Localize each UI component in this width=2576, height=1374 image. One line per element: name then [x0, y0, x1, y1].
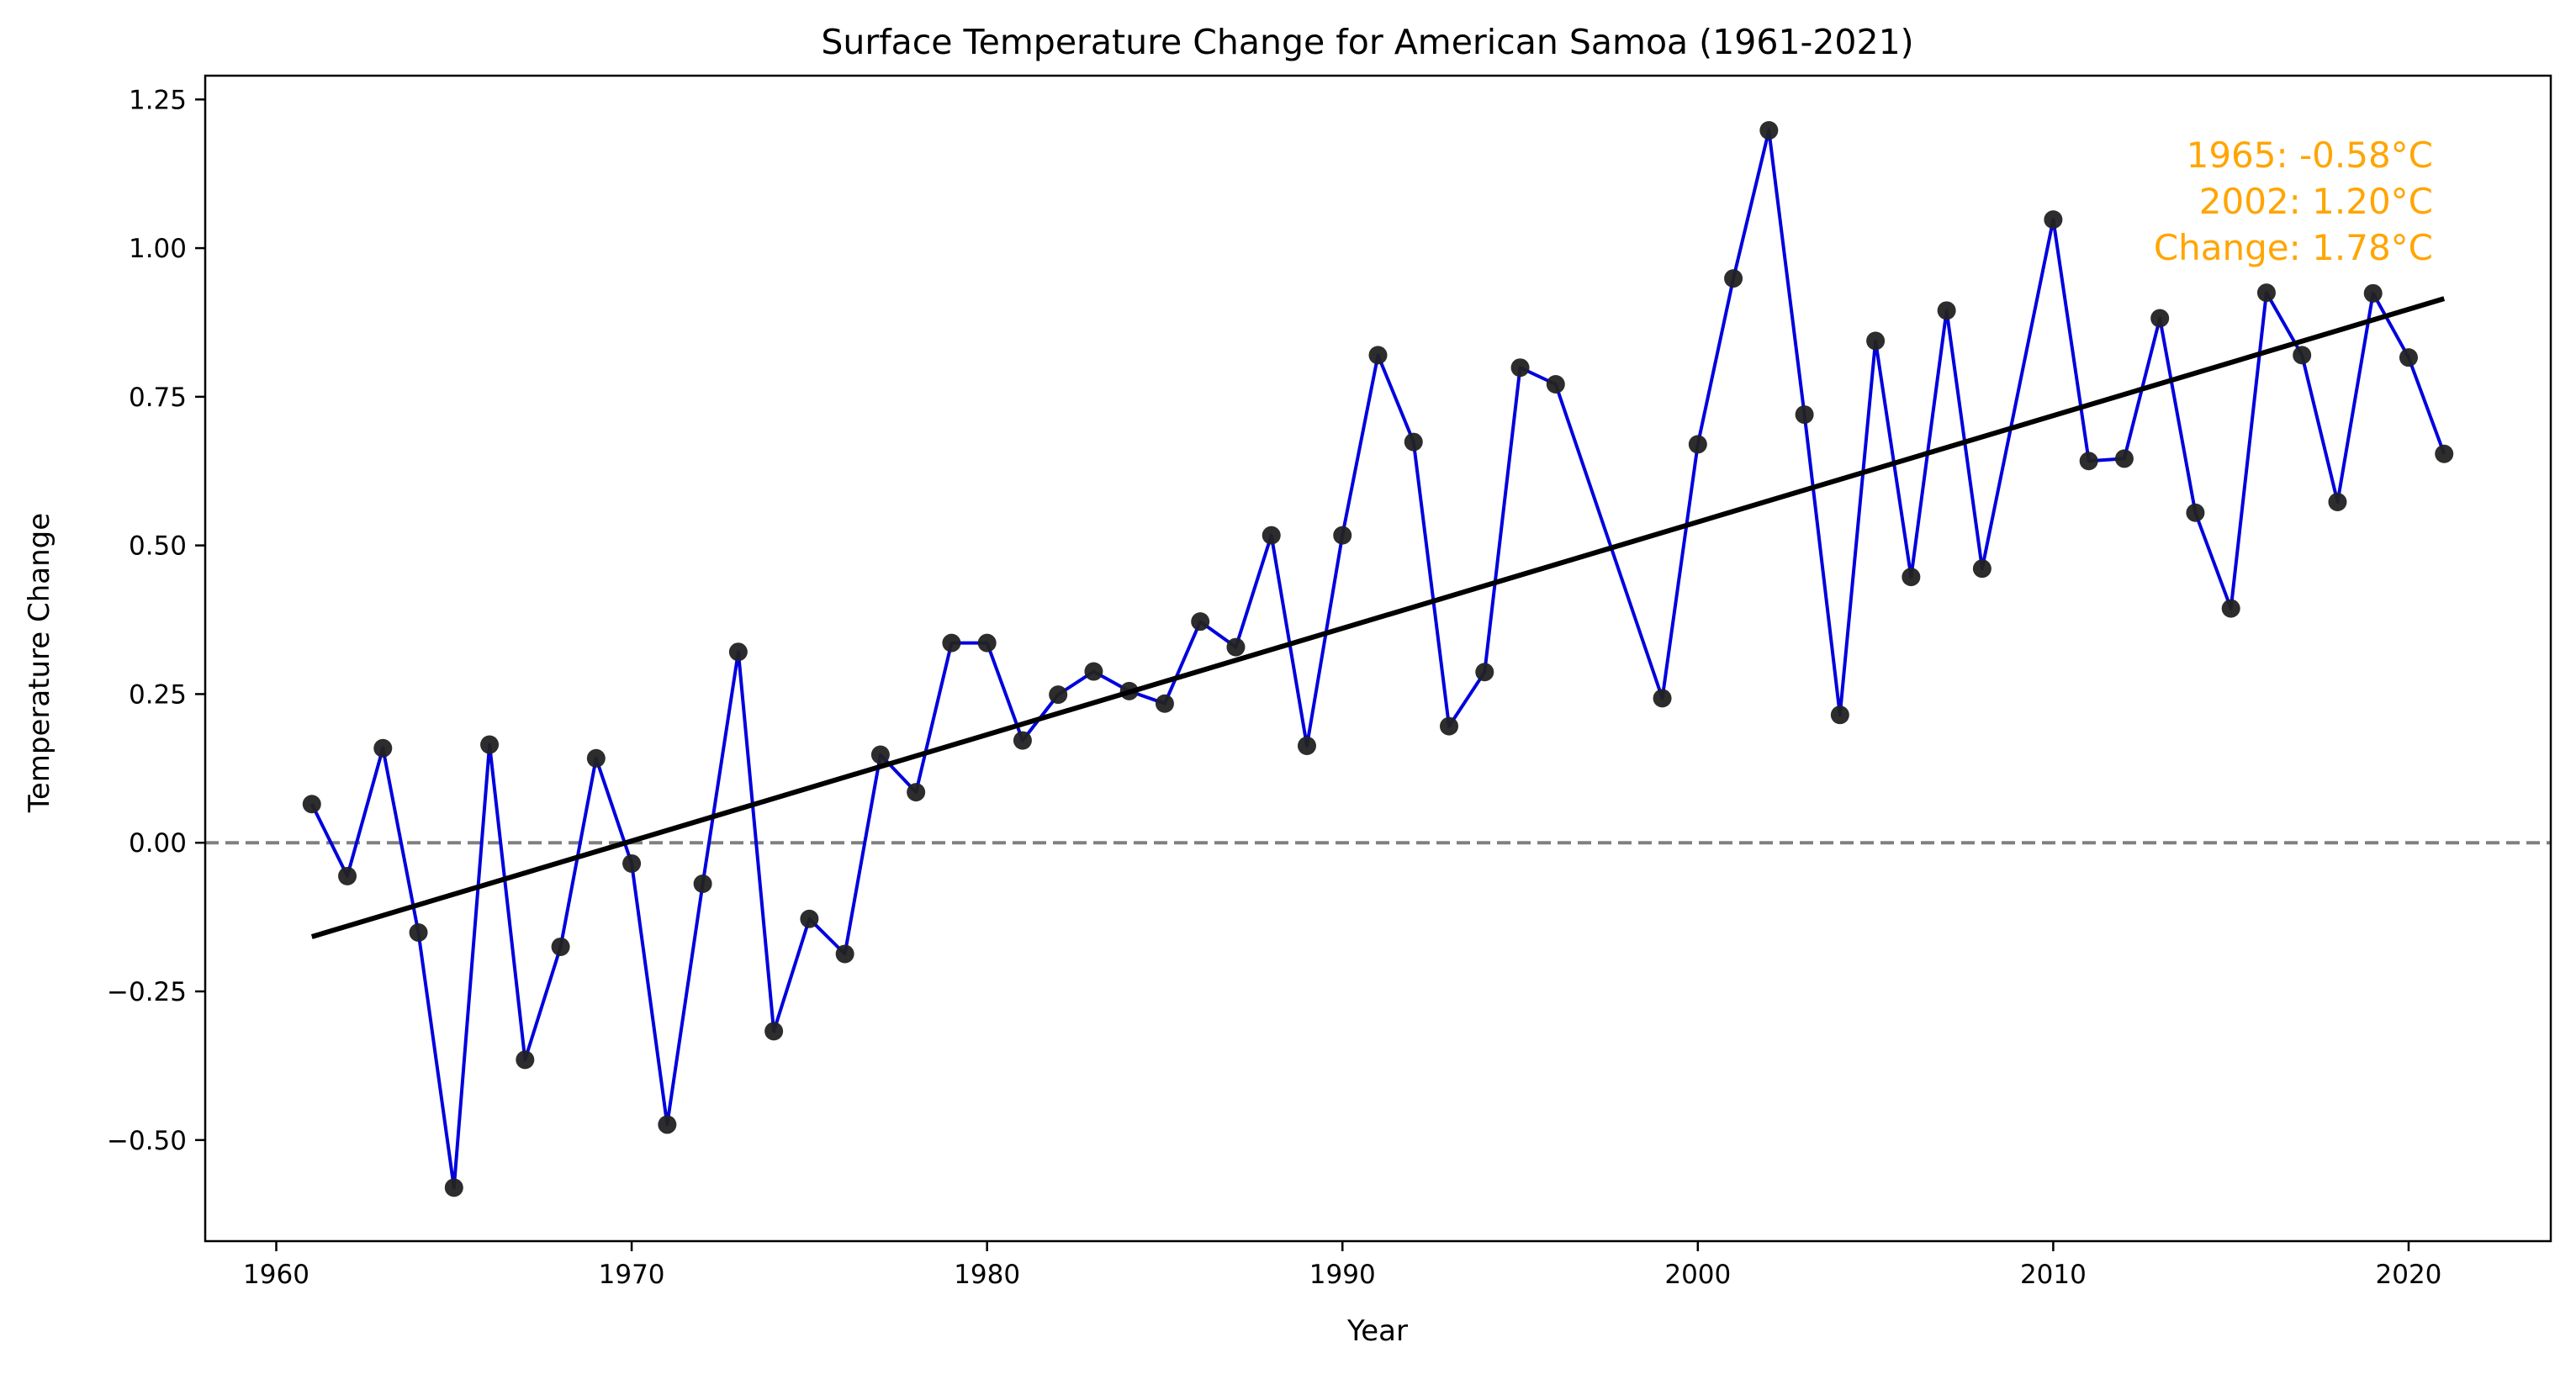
data-point-1990 — [1333, 526, 1352, 545]
data-point-1977 — [870, 745, 890, 764]
x-tick-label: 1990 — [1309, 1260, 1376, 1290]
y-tick-label: 1.00 — [129, 234, 187, 264]
data-point-2001 — [1724, 269, 1743, 288]
data-point-1987 — [1226, 637, 1246, 657]
data-point-1962 — [338, 866, 357, 885]
x-tick-label: 2020 — [2376, 1260, 2442, 1290]
x-axis-label: Year — [1346, 1314, 1408, 1348]
data-point-1978 — [907, 783, 926, 802]
data-point-1974 — [764, 1022, 784, 1041]
data-point-1999 — [1653, 689, 1672, 708]
data-point-2015 — [2221, 599, 2240, 618]
data-point-1968 — [551, 937, 570, 956]
axes-frame — [204, 74, 2552, 1243]
data-point-1971 — [658, 1115, 677, 1134]
data-point-1989 — [1297, 736, 1316, 755]
x-tick-label: 1960 — [243, 1260, 309, 1290]
x-tick-label: 2000 — [1664, 1260, 1731, 1290]
data-point-2013 — [2150, 309, 2170, 328]
data-point-2006 — [1902, 568, 1921, 587]
data-point-2018 — [2328, 493, 2347, 512]
y-tick-label: 0.50 — [129, 531, 187, 562]
data-point-2008 — [1972, 559, 1992, 579]
data-point-1982 — [1049, 685, 1068, 705]
data-point-2014 — [2186, 503, 2205, 522]
data-point-1961 — [302, 795, 321, 814]
y-tick-label: 0.75 — [129, 383, 187, 413]
x-tick-label: 2010 — [2020, 1260, 2087, 1290]
data-point-1967 — [516, 1050, 535, 1070]
data-point-1995 — [1510, 358, 1530, 378]
y-axis-ticks: −0.50 −0.25 0.00 0.25 0.50 0.75 1.00 1.25 — [107, 85, 205, 1156]
data-point-1966 — [480, 735, 500, 754]
x-tick-label: 1980 — [954, 1260, 1020, 1290]
data-point-2016 — [2256, 283, 2276, 303]
data-point-2021 — [2435, 444, 2454, 463]
data-point-1993 — [1440, 716, 1459, 736]
data-point-2003 — [1795, 405, 1814, 425]
annotation-line-3: Change: 1.78°C — [2154, 227, 2433, 268]
data-point-1979 — [942, 633, 961, 653]
data-point-1985 — [1155, 694, 1174, 713]
data-point-1983 — [1084, 662, 1103, 681]
data-point-1986 — [1191, 612, 1210, 632]
y-tick-label: 0.25 — [129, 679, 187, 710]
data-point-2005 — [1866, 331, 1886, 351]
data-point-2011 — [2079, 452, 2098, 471]
data-point-2020 — [2399, 348, 2418, 367]
data-point-2017 — [2293, 346, 2312, 365]
data-point-1973 — [728, 642, 748, 662]
temperature-change-annotation: 1965: -0.58°C 2002: 1.20°C Change: 1.78°… — [2154, 135, 2433, 268]
data-point-2010 — [2044, 210, 2063, 230]
data-points — [302, 121, 2454, 1197]
data-point-2004 — [1830, 705, 1849, 725]
temperature-series-line — [310, 129, 2446, 1190]
annotation-line-2: 2002: 1.20°C — [2199, 181, 2433, 222]
data-point-1980 — [977, 633, 997, 653]
data-point-1975 — [800, 909, 819, 928]
plot-area — [205, 121, 2551, 1197]
data-point-2019 — [2363, 283, 2383, 303]
trend-line — [310, 296, 2446, 939]
data-point-1992 — [1404, 432, 1423, 452]
data-point-1981 — [1013, 731, 1032, 750]
data-point-1994 — [1475, 663, 1494, 682]
data-point-1988 — [1262, 526, 1281, 545]
annotation-line-1: 1965: -0.58°C — [2187, 135, 2433, 176]
y-tick-label: 1.25 — [129, 85, 187, 115]
x-axis-ticks: 1960 1970 1980 1990 2000 2010 2020 — [243, 1241, 2441, 1290]
data-point-2012 — [2114, 449, 2134, 468]
data-point-1964 — [409, 922, 428, 942]
data-point-1965 — [444, 1178, 463, 1197]
data-point-1996 — [1546, 375, 1565, 394]
x-tick-label: 1970 — [599, 1260, 665, 1290]
data-point-1969 — [586, 748, 606, 768]
data-point-1976 — [835, 944, 854, 964]
data-point-2002 — [1759, 121, 1779, 140]
data-point-1963 — [373, 738, 393, 758]
data-point-1991 — [1368, 346, 1388, 365]
data-point-2007 — [1937, 301, 1956, 320]
data-point-1972 — [693, 875, 712, 894]
chart-title: Surface Temperature Change for American … — [821, 22, 1913, 62]
data-point-1970 — [622, 853, 642, 873]
y-tick-label: 0.00 — [129, 828, 187, 859]
y-axis-label: Temperature Change — [23, 513, 56, 813]
data-point-2000 — [1688, 435, 1707, 454]
y-tick-label: −0.25 — [107, 977, 187, 1007]
y-tick-label: −0.50 — [107, 1126, 187, 1156]
